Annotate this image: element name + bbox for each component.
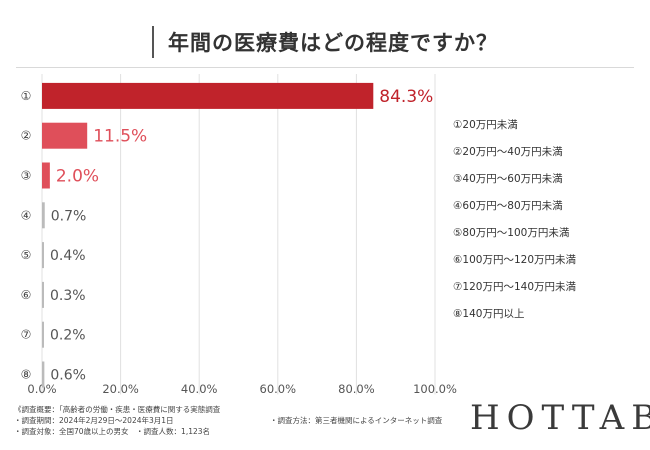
data-label: 2.0% — [56, 167, 99, 187]
bar — [42, 361, 45, 388]
legend-item-5: ⑤80万円～100万円未満 — [453, 227, 570, 239]
category-label: ② — [21, 129, 32, 143]
title-area: 年間の医療費はどの程度ですか？ — [0, 22, 650, 62]
bar — [42, 242, 44, 269]
legend-item-3: ③40万円～60万円未満 — [453, 173, 563, 185]
x-tick-label: 40.0% — [181, 382, 218, 396]
brand-logo: HOTTAB — [470, 398, 650, 438]
x-tick-label: 20.0% — [102, 382, 139, 396]
data-label: 0.4% — [50, 248, 86, 264]
legend-item-2: ②20万円～40万円未満 — [453, 146, 563, 158]
data-label: 84.3% — [379, 87, 433, 107]
legend: ①20万円未満 ②20万円～40万円未満 ③40万円～60万円未満 ④60万円～… — [453, 118, 576, 334]
bar — [42, 202, 45, 229]
legend-item-6: ⑥100万円～120万円未満 — [453, 254, 576, 266]
data-label: 0.3% — [50, 288, 86, 304]
bar-chart: 0.0% 20.0% 40.0% 60.0% 80.0% 100.0% ① 84.3% ② 11.… — [21, 74, 457, 396]
data-label: 0.7% — [51, 208, 87, 224]
bar — [42, 122, 88, 149]
category-label: ⑧ — [21, 368, 32, 382]
bar — [42, 162, 50, 189]
bar — [42, 82, 374, 109]
legend-item-8: ⑧140万円以上 — [453, 308, 525, 320]
data-label: 0.6% — [50, 368, 86, 384]
category-label: ③ — [21, 169, 32, 183]
data-label: 0.2% — [50, 328, 86, 344]
legend-item-7: ⑦120万円～140万円未満 — [453, 281, 576, 293]
x-tick-label: 80.0% — [338, 382, 375, 396]
x-tick-label: 100.0% — [413, 382, 457, 396]
category-label: ⑥ — [21, 288, 32, 302]
category-label: ⑤ — [21, 248, 32, 262]
x-tick-label: 60.0% — [260, 382, 297, 396]
legend-item-4: ④60万円～80万円未満 — [453, 200, 563, 212]
title-divider — [16, 67, 634, 68]
survey-method: ・調査方法：第三者機関によるインターネット調査 — [270, 416, 443, 425]
x-tick-label: 0.0% — [27, 382, 56, 396]
data-label: 11.5% — [93, 127, 147, 147]
survey-summary: 《調査概要：「高齢者の労働・疾患・医療費に関する実態調査 — [14, 405, 221, 414]
legend-item-1: ①20万円未満 — [453, 119, 518, 131]
category-label: ① — [21, 89, 32, 103]
chart-title: 年間の医療費はどの程度ですか？ — [168, 31, 498, 55]
survey-period: ・調査期間：2024年2月29日～2024年3月1日 — [14, 416, 174, 425]
survey-target: ・調査対象：全国70歳以上の男女 ・調査人数：1,123名 — [14, 427, 211, 436]
category-label: ④ — [21, 208, 32, 222]
category-label: ⑦ — [21, 328, 32, 342]
bar — [42, 281, 44, 308]
title-accent-bar — [152, 26, 154, 58]
bar — [42, 321, 44, 348]
survey-footer: 《調査概要：「高齢者の労働・疾患・医療費に関する実態調査 ・調査期間：2024年… — [14, 404, 220, 437]
